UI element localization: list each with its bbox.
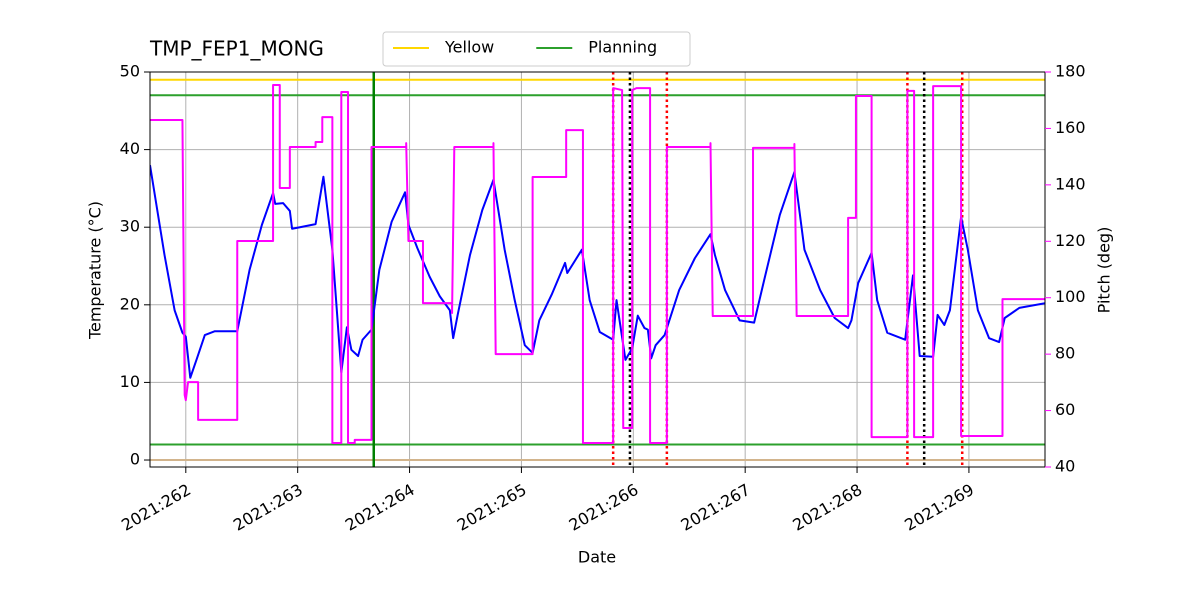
x-axis-label: Date bbox=[578, 548, 616, 567]
y-tick-label: 30 bbox=[120, 217, 140, 236]
y-tick-label: 10 bbox=[120, 372, 140, 391]
x-tick-label: 2021:262 bbox=[118, 480, 194, 535]
x-tick-label: 2021:268 bbox=[789, 480, 865, 535]
legend: Yellow Planning bbox=[393, 38, 657, 57]
x-tick-label: 2021:266 bbox=[566, 480, 642, 535]
chart-title: TMP_FEP1_MONG bbox=[149, 37, 324, 61]
y2-tick-label: 120 bbox=[1055, 231, 1086, 250]
y-tick-label: 20 bbox=[120, 294, 140, 313]
y2-tick-label: 80 bbox=[1055, 344, 1075, 363]
y2-axis-label: Pitch (deg) bbox=[1095, 227, 1114, 314]
y-tick-label: 50 bbox=[120, 62, 140, 81]
x-tick-label: 2021:267 bbox=[678, 480, 754, 535]
y2-tick-label: 40 bbox=[1055, 457, 1075, 476]
grid bbox=[150, 71, 1045, 467]
axes: 2021:262 2021:263 2021:264 2021:265 2021:266… bbox=[118, 62, 1085, 535]
y-axis-label: Temperature (°C) bbox=[86, 201, 105, 340]
y2-tick-label: 160 bbox=[1055, 118, 1086, 137]
y2-tick-label: 60 bbox=[1055, 400, 1075, 419]
x-tick-label: 2021:263 bbox=[230, 480, 306, 535]
y2-tick-label: 180 bbox=[1055, 62, 1086, 81]
x-tick-label: 2021:265 bbox=[454, 480, 530, 535]
series-line bbox=[150, 83, 1045, 445]
y-tick-label: 0 bbox=[130, 450, 140, 469]
series-line bbox=[150, 164, 1045, 379]
legend-label: Yellow bbox=[444, 38, 494, 57]
plot-area bbox=[150, 72, 1045, 467]
axes-frame bbox=[149, 71, 1046, 468]
y-tick-label: 40 bbox=[120, 139, 140, 158]
y2-tick-label: 140 bbox=[1055, 174, 1086, 193]
legend-label: Planning bbox=[588, 38, 657, 57]
y2-tick-label: 100 bbox=[1055, 287, 1086, 306]
x-tick-label: 2021:264 bbox=[342, 480, 418, 535]
x-tick-label: 2021:269 bbox=[901, 480, 977, 535]
